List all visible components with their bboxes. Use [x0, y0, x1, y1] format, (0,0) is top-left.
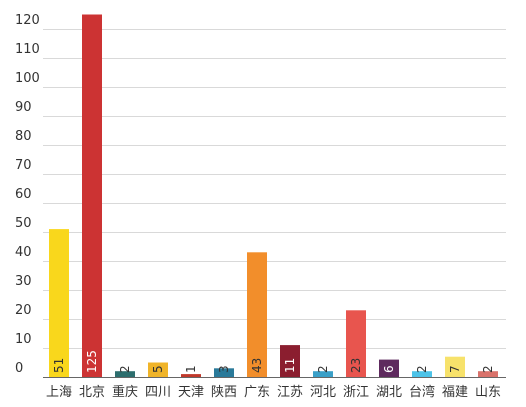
x-tick-label: 陕西 — [211, 385, 237, 400]
bar-1 — [82, 14, 102, 377]
gridlines — [43, 29, 506, 349]
data-label-1: 125 — [85, 350, 99, 373]
y-tick-label: 0 — [15, 361, 23, 376]
data-label-9: 23 — [349, 358, 363, 373]
y-tick-label: 30 — [15, 274, 32, 289]
bar-12 — [445, 356, 465, 377]
x-tick-label: 北京 — [79, 385, 105, 400]
x-tick-label: 四川 — [145, 385, 171, 400]
bar-11 — [412, 371, 432, 377]
y-tick-label: 40 — [15, 245, 32, 260]
bar-5 — [214, 368, 234, 377]
x-tick-label: 山东 — [475, 385, 501, 400]
data-label-8: 2 — [316, 365, 330, 373]
data-label-11: 2 — [415, 365, 429, 373]
x-tick-label: 浙江 — [343, 385, 369, 400]
y-tick-label: 50 — [15, 216, 32, 231]
data-labels: 51 125 2 5 1 3 43 11 2 23 6 2 7 2 — [52, 350, 495, 373]
data-label-3: 5 — [151, 365, 165, 373]
data-label-0: 51 — [52, 358, 66, 373]
y-tick-label: 20 — [15, 303, 32, 318]
y-axis-ticks: 0 10 20 30 40 50 60 70 80 90 100 110 120 — [15, 13, 40, 376]
bar-6 — [247, 252, 267, 377]
x-tick-label: 江苏 — [277, 384, 303, 400]
y-tick-label: 110 — [15, 42, 40, 57]
data-label-10: 6 — [382, 365, 396, 373]
y-tick-label: 10 — [15, 332, 32, 347]
data-label-4: 1 — [184, 365, 198, 373]
x-tick-label: 湖北 — [376, 385, 402, 400]
bar-8 — [313, 371, 333, 377]
bar-3 — [148, 362, 168, 377]
data-label-2: 2 — [118, 365, 132, 373]
bar-2 — [115, 371, 135, 377]
x-tick-label: 福建 — [442, 385, 468, 400]
y-tick-label: 100 — [15, 71, 40, 86]
x-tick-label: 天津 — [178, 385, 204, 400]
bar-4 — [181, 374, 201, 377]
data-label-13: 2 — [481, 365, 495, 373]
x-tick-label: 广东 — [244, 385, 270, 400]
y-tick-label: 80 — [15, 129, 32, 144]
data-label-12: 7 — [448, 365, 462, 373]
x-tick-label: 台湾 — [409, 384, 435, 400]
bar-10 — [379, 359, 399, 377]
data-label-6: 43 — [250, 358, 264, 373]
x-axis-ticks: 上海 北京 重庆 四川 天津 陕西 广东 江苏 河北 浙江 湖北 台湾 福建 山东 — [46, 384, 501, 400]
x-tick-label: 重庆 — [112, 384, 138, 400]
x-tick-label: 上海 — [46, 385, 72, 400]
data-label-7: 11 — [283, 358, 297, 373]
y-tick-label: 120 — [15, 13, 40, 28]
bar-13 — [478, 371, 498, 377]
x-tick-label: 河北 — [310, 385, 336, 400]
bar-7 — [280, 345, 300, 377]
y-tick-label: 70 — [15, 158, 32, 173]
bar-9 — [346, 310, 366, 377]
bars — [49, 14, 498, 377]
y-tick-label: 60 — [15, 187, 32, 202]
y-tick-label: 90 — [15, 100, 32, 115]
data-label-5: 3 — [217, 365, 231, 373]
bar-0 — [49, 229, 69, 377]
